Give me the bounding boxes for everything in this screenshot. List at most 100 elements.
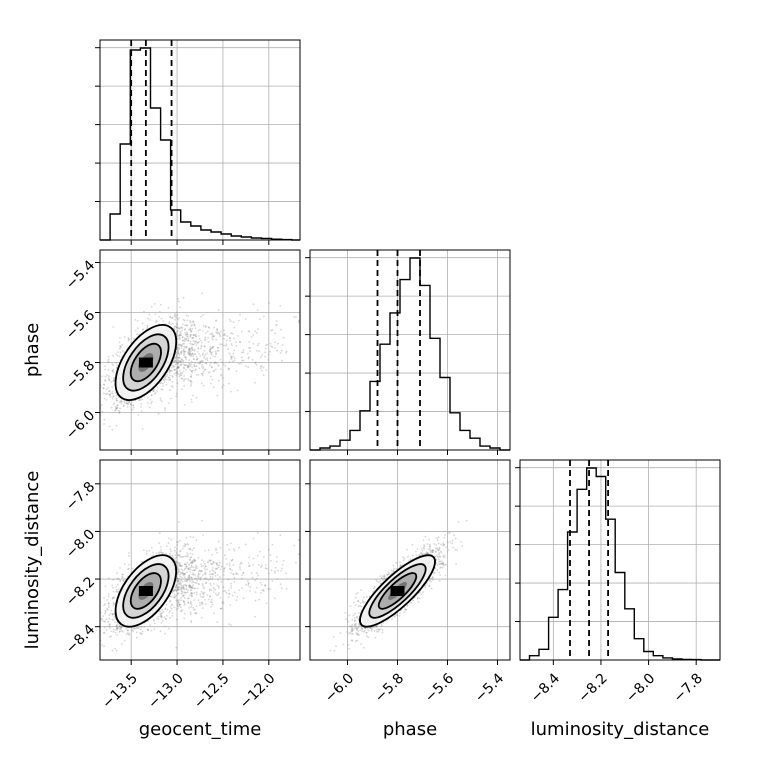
scatter-point — [178, 573, 181, 576]
scatter-point — [183, 367, 186, 370]
scatter-point — [235, 599, 238, 602]
scatter-point — [175, 356, 178, 358]
scatter-point — [118, 631, 121, 633]
scatter-point — [334, 554, 336, 556]
scatter-point — [217, 309, 220, 311]
scatter-point — [172, 365, 175, 368]
scatter-point — [177, 599, 180, 602]
scatter-point — [203, 356, 206, 359]
scatter-point — [176, 586, 179, 589]
scatter-point — [231, 332, 234, 335]
scatter-point — [151, 400, 153, 403]
scatter-point — [214, 355, 217, 358]
scatter-point — [152, 390, 155, 393]
scatter-point — [247, 584, 250, 587]
scatter-point — [266, 567, 268, 570]
scatter-point — [228, 564, 231, 567]
scatter-point — [173, 373, 176, 375]
scatter-point — [203, 572, 206, 575]
scatter-point — [116, 354, 119, 357]
scatter-point — [175, 362, 178, 364]
scatter-point — [229, 320, 232, 323]
scatter-point — [256, 332, 258, 334]
scatter-point — [122, 404, 125, 407]
scatter-point — [233, 349, 236, 352]
scatter-point — [117, 623, 119, 625]
scatter-point — [181, 360, 184, 362]
scatter-point — [219, 330, 222, 333]
scatter-point — [115, 591, 118, 593]
scatter-point — [216, 563, 219, 565]
scatter-point — [112, 630, 115, 633]
scatter-point — [209, 382, 212, 385]
scatter-point — [206, 561, 209, 564]
scatter-point — [163, 376, 166, 379]
scatter-point — [107, 577, 110, 580]
scatter-point — [189, 570, 192, 573]
scatter-point — [128, 400, 131, 403]
scatter-point — [258, 318, 261, 321]
scatter-point — [176, 314, 179, 317]
scatter-point — [204, 338, 207, 341]
scatter-point — [219, 576, 221, 579]
scatter-point — [181, 556, 184, 558]
scatter-point — [255, 349, 258, 352]
scatter-point — [150, 629, 153, 632]
scatter-point — [188, 586, 191, 589]
scatter-point — [216, 567, 219, 570]
scatter-point — [204, 569, 207, 571]
scatter-point — [169, 379, 172, 381]
scatter-point — [197, 362, 200, 364]
scatter-point — [184, 591, 186, 594]
scatter-point — [199, 577, 202, 580]
scatter-point — [200, 360, 203, 362]
scatter-point — [212, 346, 214, 348]
scatter-point — [189, 566, 192, 569]
scatter-point — [281, 564, 284, 566]
scatter-point — [189, 333, 192, 336]
scatter-point — [183, 375, 186, 377]
scatter-point — [104, 620, 106, 623]
scatter-point — [110, 635, 112, 637]
scatter-point — [293, 316, 296, 318]
scatter-point — [189, 340, 192, 343]
scatter-point — [228, 367, 230, 370]
scatter-point — [109, 627, 111, 629]
scatter-point — [194, 574, 197, 576]
scatter-point — [302, 333, 304, 335]
scatter-point — [181, 595, 184, 598]
scatter-point — [217, 593, 220, 596]
scatter-point — [209, 362, 212, 364]
scatter-point — [178, 603, 181, 606]
scatter-point — [185, 591, 187, 594]
scatter-point — [189, 589, 192, 592]
scatter-point — [197, 574, 200, 576]
scatter-point — [201, 583, 204, 585]
scatter-point — [125, 627, 128, 630]
scatter-point — [176, 607, 179, 610]
scatter-point — [259, 581, 262, 584]
scatter-point — [175, 374, 178, 377]
scatter-point — [353, 544, 355, 546]
scatter-point — [211, 576, 214, 578]
scatter-point — [201, 361, 204, 363]
scatter-point — [115, 424, 118, 427]
scatter-point — [261, 564, 263, 567]
scatter-point — [114, 631, 117, 634]
scatter-point — [207, 326, 210, 329]
scatter-point — [207, 561, 210, 563]
scatter-point — [108, 390, 110, 392]
scatter-point — [191, 352, 194, 355]
scatter-point — [213, 587, 216, 590]
scatter-point — [173, 369, 176, 371]
scatter-point — [120, 626, 123, 628]
scatter-point — [123, 400, 125, 403]
scatter-point — [183, 597, 186, 599]
scatter-point — [210, 347, 212, 350]
scatter-point — [334, 322, 336, 324]
scatter-point — [225, 558, 228, 560]
scatter-point — [187, 578, 189, 581]
scatter-point — [169, 379, 171, 381]
scatter-point — [216, 574, 219, 576]
scatter-point — [239, 568, 242, 571]
